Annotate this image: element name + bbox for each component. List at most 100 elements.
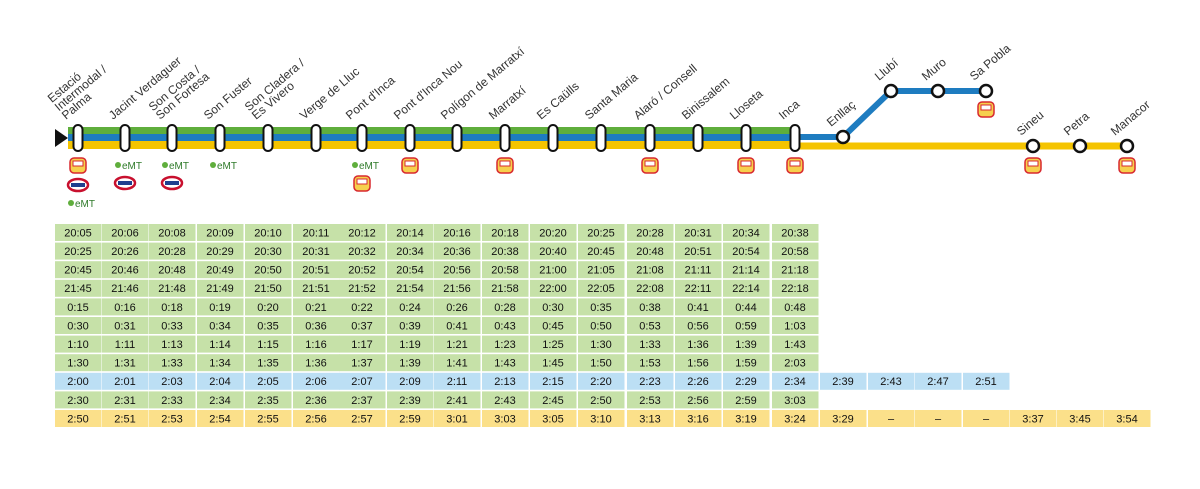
time-cell bbox=[530, 242, 577, 260]
departure-time: 20:14 bbox=[396, 227, 424, 239]
time-cell bbox=[915, 410, 962, 427]
tib-window bbox=[499, 160, 511, 167]
departure-time: 0:30 bbox=[67, 320, 88, 332]
time-cell bbox=[675, 317, 722, 334]
emt-logo: eMT bbox=[359, 161, 379, 172]
time-cell bbox=[627, 242, 674, 260]
time-cell bbox=[245, 317, 292, 334]
time-cell bbox=[772, 354, 819, 372]
station-name: Es Caülls bbox=[534, 79, 582, 122]
time-cell bbox=[55, 279, 102, 297]
departure-time: 0:50 bbox=[590, 320, 611, 332]
departure-time: 20:58 bbox=[491, 265, 519, 277]
emt-icon: eMT bbox=[210, 161, 237, 172]
time-cell bbox=[55, 317, 102, 334]
time-cell bbox=[530, 354, 577, 372]
departure-time: 2:56 bbox=[687, 395, 708, 407]
time-cell bbox=[293, 242, 340, 260]
departure-time: 0:22 bbox=[351, 302, 372, 314]
departure-time: 2:06 bbox=[305, 376, 326, 388]
time-cell bbox=[387, 261, 434, 279]
time-cell bbox=[723, 279, 770, 297]
station-stop bbox=[1025, 138, 1041, 154]
time-cell bbox=[434, 224, 481, 241]
time-cell bbox=[387, 335, 434, 353]
time-cell bbox=[482, 279, 529, 297]
time-cell bbox=[293, 372, 340, 390]
departure-time: 2:41 bbox=[446, 395, 467, 407]
time-cell bbox=[293, 391, 340, 409]
departure-time: 3:29 bbox=[832, 413, 853, 425]
tib-window bbox=[404, 160, 416, 167]
green-line bbox=[68, 127, 795, 134]
time-cell bbox=[293, 224, 340, 241]
time-cell bbox=[482, 335, 529, 353]
time-cell bbox=[530, 410, 577, 427]
time-cell bbox=[102, 317, 149, 334]
station-stop bbox=[789, 124, 801, 152]
departure-time: 0:38 bbox=[639, 302, 660, 314]
time-cell bbox=[102, 354, 149, 372]
departure-time: 3:45 bbox=[1069, 413, 1090, 425]
time-cell bbox=[245, 391, 292, 409]
departure-time: 1:39 bbox=[735, 339, 756, 351]
time-cell bbox=[149, 242, 196, 260]
emt-logo: eMT bbox=[217, 161, 237, 172]
station-label: Manacor bbox=[1108, 98, 1153, 139]
tib-icon bbox=[69, 157, 87, 174]
tib-window bbox=[789, 160, 801, 167]
departure-time: 0:41 bbox=[446, 320, 467, 332]
time-cell bbox=[149, 372, 196, 390]
time-cell bbox=[530, 224, 577, 241]
station-name: Santa Maria bbox=[582, 70, 641, 123]
time-cell bbox=[482, 261, 529, 279]
departure-time: 20:31 bbox=[684, 227, 712, 239]
departure-time: 2:26 bbox=[687, 376, 708, 388]
station-stop bbox=[310, 124, 322, 152]
departure-time: 1:31 bbox=[114, 358, 135, 370]
station-stop bbox=[404, 124, 416, 152]
time-cell bbox=[197, 372, 244, 390]
departure-time: 2:53 bbox=[639, 395, 660, 407]
station-label: Es Caülls bbox=[534, 79, 582, 122]
time-cell bbox=[387, 372, 434, 390]
time-cell bbox=[578, 372, 625, 390]
departure-time: 20:40 bbox=[539, 246, 567, 258]
station-stop bbox=[547, 124, 559, 152]
departure-time: 0:39 bbox=[399, 320, 420, 332]
departure-time: 0:36 bbox=[305, 320, 326, 332]
departure-time: 3:01 bbox=[446, 413, 467, 425]
departure-time: 2:11 bbox=[447, 376, 468, 388]
time-cell bbox=[772, 335, 819, 353]
time-cell bbox=[149, 354, 196, 372]
departure-time: 20:12 bbox=[348, 227, 376, 239]
time-cell bbox=[723, 410, 770, 427]
time-cell bbox=[675, 372, 722, 390]
departure-time: 1:11 bbox=[115, 339, 136, 351]
departure-time: 1:25 bbox=[542, 339, 563, 351]
time-cell bbox=[578, 261, 625, 279]
station-name: Sineu bbox=[1014, 108, 1047, 138]
start-arrow bbox=[55, 129, 68, 147]
departure-time: 2:51 bbox=[975, 376, 996, 388]
time-cell bbox=[772, 317, 819, 334]
tib-icon bbox=[786, 157, 804, 174]
time-cell bbox=[102, 261, 149, 279]
emt-icon: eMT bbox=[115, 161, 142, 172]
time-cell bbox=[387, 391, 434, 409]
departure-time: 0:16 bbox=[114, 302, 135, 314]
time-cell bbox=[578, 224, 625, 241]
departure-time: 20:30 bbox=[254, 246, 282, 258]
time-cell bbox=[434, 279, 481, 297]
departure-time: 21:46 bbox=[111, 283, 139, 295]
departure-time: 1:45 bbox=[542, 358, 563, 370]
time-cell bbox=[772, 261, 819, 279]
departure-time: 1:35 bbox=[257, 358, 278, 370]
time-cell bbox=[434, 410, 481, 427]
tib-icon bbox=[496, 157, 514, 174]
time-cell bbox=[482, 298, 529, 316]
departure-time: 20:09 bbox=[206, 227, 234, 239]
time-cell bbox=[434, 298, 481, 316]
time-cell bbox=[434, 391, 481, 409]
departure-time: 21:48 bbox=[158, 283, 186, 295]
